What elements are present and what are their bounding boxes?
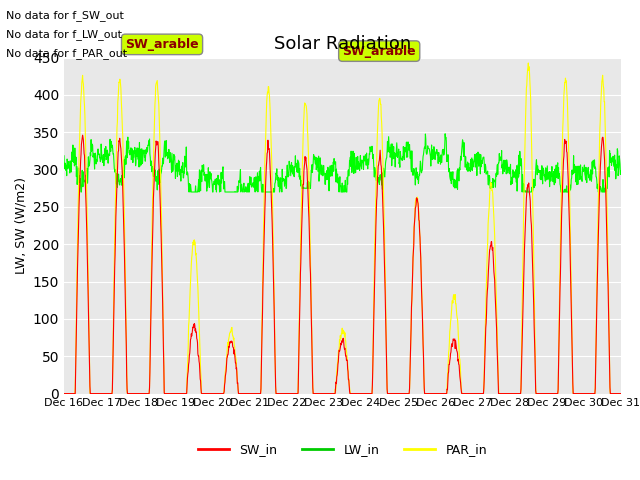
Text: SW_arable: SW_arable [342,45,416,58]
Text: No data for f_LW_out: No data for f_LW_out [6,29,122,40]
Y-axis label: LW, SW (W/m2): LW, SW (W/m2) [14,177,28,274]
Text: No data for f_PAR_out: No data for f_PAR_out [6,48,127,59]
Text: No data for f_SW_out: No data for f_SW_out [6,10,124,21]
Title: Solar Radiation: Solar Radiation [274,35,411,53]
Legend: SW_in, LW_in, PAR_in: SW_in, LW_in, PAR_in [193,438,492,461]
Text: SW_arable: SW_arable [125,38,199,51]
